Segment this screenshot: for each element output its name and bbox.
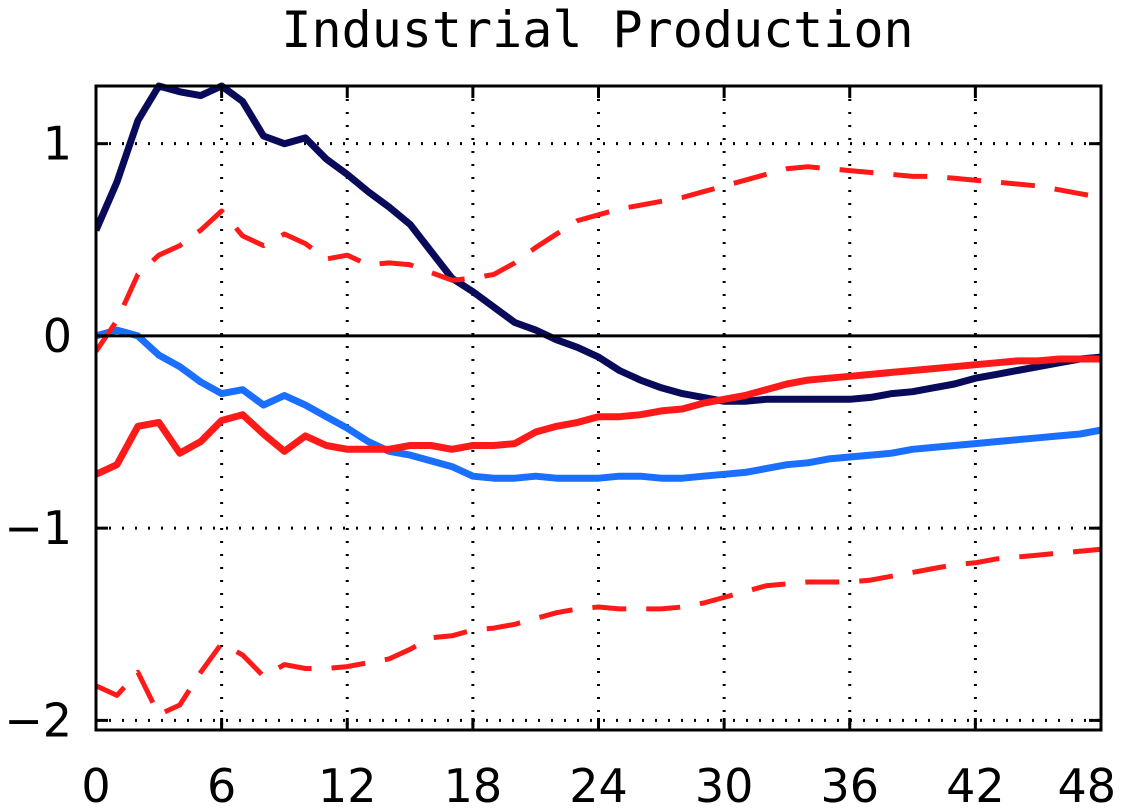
series-line-1 bbox=[96, 82, 1101, 405]
y-tick-label: −2 bbox=[4, 693, 72, 747]
tick-labels: 0 6 12 18 24 30 36 42 48 −2 −1 0 1 bbox=[4, 117, 1116, 812]
chart-title: Industrial Production bbox=[281, 1, 914, 59]
x-tick-label: 48 bbox=[1057, 759, 1116, 812]
x-tick-label: 24 bbox=[569, 759, 628, 812]
series-line-4 bbox=[96, 164, 1101, 353]
series-line-3 bbox=[96, 355, 1101, 478]
axes-layer bbox=[94, 84, 1103, 732]
grid-layer bbox=[96, 86, 1101, 730]
x-tick-label: 42 bbox=[946, 759, 1005, 812]
y-tick-label: 0 bbox=[43, 309, 72, 363]
x-tick-label: 0 bbox=[81, 759, 110, 812]
series-line-5 bbox=[96, 546, 1101, 718]
y-tick-label: 1 bbox=[43, 117, 72, 171]
y-tick-label: −1 bbox=[4, 501, 72, 555]
x-tick-label: 12 bbox=[318, 759, 377, 812]
x-tick-label: 6 bbox=[207, 759, 236, 812]
series-layer bbox=[96, 82, 1101, 718]
x-tick-label: 36 bbox=[820, 759, 879, 812]
x-tick-label: 18 bbox=[444, 759, 503, 812]
series-line-2 bbox=[96, 326, 1101, 482]
x-tick-label: 30 bbox=[695, 759, 754, 812]
